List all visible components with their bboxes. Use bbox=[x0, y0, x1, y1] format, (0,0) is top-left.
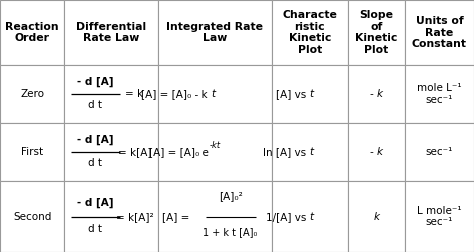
Text: = k[A]: = k[A] bbox=[118, 147, 151, 157]
Bar bbox=[405, 65, 474, 123]
Text: sec⁻¹: sec⁻¹ bbox=[426, 147, 453, 157]
Bar bbox=[348, 181, 405, 252]
Text: t: t bbox=[310, 89, 314, 99]
Text: 1/[A] vs: 1/[A] vs bbox=[266, 212, 310, 222]
Bar bbox=[348, 123, 405, 181]
Bar bbox=[272, 65, 348, 123]
Bar bbox=[272, 0, 348, 65]
Text: d t: d t bbox=[88, 224, 102, 234]
Text: [A] = [A]₀ e: [A] = [A]₀ e bbox=[149, 147, 209, 157]
Text: - k: - k bbox=[370, 89, 383, 99]
Bar bbox=[158, 0, 272, 65]
Text: [A] =: [A] = bbox=[163, 212, 190, 222]
Bar bbox=[158, 65, 272, 123]
Bar bbox=[64, 65, 158, 123]
Bar bbox=[64, 0, 158, 65]
Text: d t: d t bbox=[88, 100, 102, 110]
Bar bbox=[64, 181, 158, 252]
Text: Reaction
Order: Reaction Order bbox=[5, 22, 59, 43]
Bar bbox=[0, 0, 64, 65]
Text: k: k bbox=[374, 212, 380, 222]
Text: [A] vs: [A] vs bbox=[276, 89, 310, 99]
Text: Units of
Rate
Constant: Units of Rate Constant bbox=[412, 16, 467, 49]
Bar bbox=[348, 65, 405, 123]
Bar bbox=[158, 181, 272, 252]
Bar bbox=[272, 123, 348, 181]
Bar bbox=[405, 0, 474, 65]
Bar bbox=[272, 181, 348, 252]
Text: t: t bbox=[310, 212, 314, 222]
Text: = k[A]²: = k[A]² bbox=[116, 212, 154, 222]
Text: - d [A]: - d [A] bbox=[77, 77, 113, 87]
Text: Second: Second bbox=[13, 212, 51, 222]
Text: mole L⁻¹
sec⁻¹: mole L⁻¹ sec⁻¹ bbox=[417, 83, 462, 105]
Text: Differential
Rate Law: Differential Rate Law bbox=[76, 22, 146, 43]
Text: Integrated Rate
Law: Integrated Rate Law bbox=[166, 22, 263, 43]
Text: t: t bbox=[310, 147, 314, 157]
Bar bbox=[405, 181, 474, 252]
Bar bbox=[405, 123, 474, 181]
Text: [A] = [A]₀ - k: [A] = [A]₀ - k bbox=[142, 89, 211, 99]
Text: Characte
ristic
Kinetic
Plot: Characte ristic Kinetic Plot bbox=[283, 10, 337, 55]
Bar bbox=[0, 181, 64, 252]
Bar bbox=[0, 65, 64, 123]
Bar bbox=[0, 123, 64, 181]
Bar bbox=[158, 123, 272, 181]
Text: t: t bbox=[211, 89, 216, 99]
Text: ln [A] vs: ln [A] vs bbox=[264, 147, 310, 157]
Text: 1 + k t [A]₀: 1 + k t [A]₀ bbox=[203, 228, 258, 238]
Text: [A]₀²: [A]₀² bbox=[219, 191, 243, 201]
Text: Zero: Zero bbox=[20, 89, 44, 99]
Text: First: First bbox=[21, 147, 43, 157]
Text: = k: = k bbox=[126, 89, 144, 99]
Text: -kt: -kt bbox=[210, 141, 221, 150]
Text: Slope
of
Kinetic
Plot: Slope of Kinetic Plot bbox=[356, 10, 398, 55]
Text: - k: - k bbox=[370, 147, 383, 157]
Bar bbox=[64, 123, 158, 181]
Bar bbox=[348, 0, 405, 65]
Text: L mole⁻¹
sec⁻¹: L mole⁻¹ sec⁻¹ bbox=[417, 206, 462, 228]
Text: - d [A]: - d [A] bbox=[77, 198, 113, 208]
Text: d t: d t bbox=[88, 158, 102, 168]
Text: - d [A]: - d [A] bbox=[77, 135, 113, 145]
